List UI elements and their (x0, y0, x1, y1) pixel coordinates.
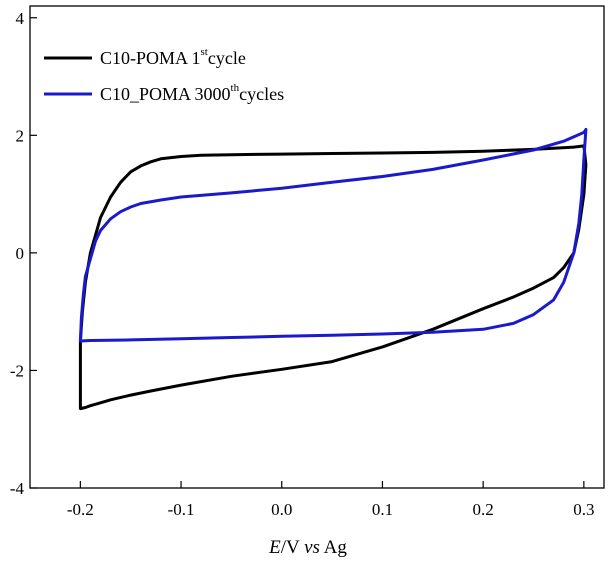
x-tick-label: 0.0 (271, 500, 292, 519)
data-series (78, 127, 588, 411)
x-tick-label: 0.3 (573, 500, 594, 519)
plot-frame (29, 5, 605, 489)
series-line-1 (78, 144, 588, 411)
y-tick-label: -4 (10, 479, 25, 498)
legend: C10-POMA 1stcycle C10_POMA 3000thcycles (44, 46, 284, 104)
y-tick-label: 4 (16, 9, 25, 28)
y-tick-label: 0 (16, 244, 25, 263)
x-tick-label: -0.2 (67, 500, 94, 519)
x-axis-title: E/V vs Ag (268, 537, 347, 558)
x-tick-label: 0.2 (473, 500, 494, 519)
legend-label-series-1: C10-POMA 1stcycle (100, 46, 246, 68)
y-tick-label: -2 (10, 361, 24, 380)
series-line-2 (78, 127, 588, 343)
legend-label-series-2: C10_POMA 3000thcycles (100, 82, 284, 104)
y-tick-label: 2 (16, 126, 25, 145)
x-tick-label: -0.1 (168, 500, 195, 519)
x-tick-label: 0.1 (372, 500, 393, 519)
axis-ticks: -0.2 -0.1 0.0 0.1 0.2 0.3 -4 -2 0 2 4 (10, 9, 595, 519)
